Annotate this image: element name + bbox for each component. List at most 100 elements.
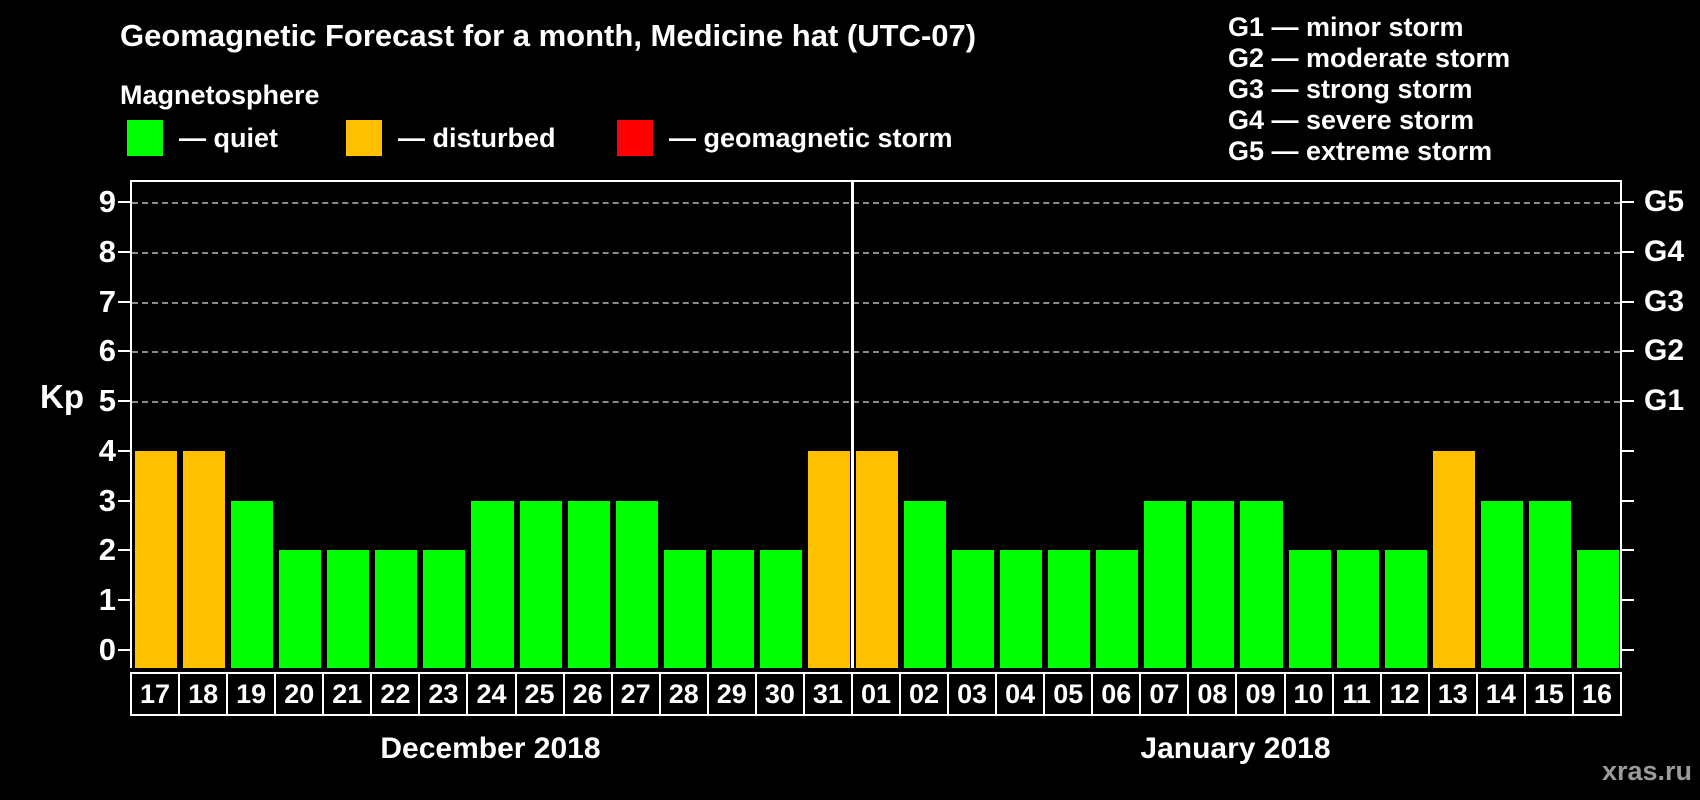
left-tick-kp9 [118, 201, 130, 203]
day-label-12: 12 [1379, 672, 1430, 716]
legend-label-quiet: — quiet [179, 122, 278, 153]
left-tick-kp2 [118, 549, 130, 552]
gridline-kp8 [132, 251, 1620, 254]
gridline-kp5 [132, 401, 1620, 404]
storm-scale-line-3: G3 — strong storm [1228, 74, 1473, 104]
kp-bar-day-07 [1144, 500, 1187, 668]
kp-tick-label-5: 5 [98, 383, 116, 419]
kp-bar-day-02 [904, 500, 947, 668]
geomagnetic-storm-swatch [617, 120, 653, 156]
kp-bar-day-30 [759, 550, 802, 668]
legend-item-disturbed: — disturbed [346, 118, 556, 158]
day-label-28: 28 [658, 672, 709, 716]
magnetosphere-legend: — quiet — disturbed — geomagnetic storm [0, 118, 1700, 158]
g-axis-label-G4: G4 [1644, 234, 1685, 268]
right-tick-kp5 [1622, 400, 1634, 403]
kp-bar-day-10 [1288, 550, 1331, 668]
kp-bar-day-17 [135, 450, 178, 668]
g-axis-label-G2: G2 [1644, 334, 1685, 368]
g-axis-label-G3: G3 [1644, 284, 1685, 318]
day-label-19: 19 [226, 672, 277, 716]
magnetosphere-label: Magnetosphere [120, 80, 320, 110]
left-tick-kp8 [118, 250, 130, 253]
kp-tick-label-6: 6 [98, 333, 116, 369]
day-label-24: 24 [466, 672, 517, 716]
kp-tick-label-4: 4 [98, 432, 116, 468]
day-label-08: 08 [1187, 672, 1238, 716]
gridline-kp9 [132, 202, 1620, 204]
kp-tick-label-9: 9 [98, 184, 116, 219]
kp-bar-day-01 [855, 450, 899, 668]
kp-bar-day-06 [1096, 550, 1139, 668]
kp-bar-day-15 [1528, 500, 1571, 668]
day-label-30: 30 [754, 672, 805, 716]
kp-bar-day-19 [231, 500, 274, 668]
day-label-15: 15 [1523, 672, 1574, 716]
kp-bar-day-22 [375, 550, 418, 668]
kp-bar-day-05 [1048, 550, 1091, 668]
right-tick-kp7 [1622, 300, 1634, 303]
kp-bar-day-26 [567, 500, 610, 668]
kp-bar-day-04 [1000, 550, 1043, 668]
kp-bar-day-29 [711, 550, 754, 668]
kp-bar-day-03 [952, 550, 995, 668]
kp-tick-label-2: 2 [98, 532, 116, 568]
kp-tick-label-0: 0 [98, 632, 116, 667]
day-label-20: 20 [274, 672, 325, 716]
storm-scale-line-5: G5 — extreme storm [1228, 136, 1493, 166]
quiet-swatch [127, 120, 163, 156]
left-tick-kp5 [118, 400, 130, 403]
day-label-27: 27 [610, 672, 661, 716]
kp-bar-day-25 [519, 500, 562, 668]
g-axis-label-G1: G1 [1644, 384, 1685, 418]
watermark: xras.ru [1601, 756, 1692, 786]
chart-title: Geomagnetic Forecast for a month, Medici… [120, 18, 977, 53]
kp-tick-label-1: 1 [98, 582, 116, 618]
day-label-29: 29 [706, 672, 757, 716]
legend-label-disturbed: — disturbed [398, 122, 556, 153]
storm-scale-line-4: G4 — severe storm [1228, 105, 1475, 135]
day-label-31: 31 [802, 672, 853, 716]
kp-bar-day-08 [1192, 500, 1235, 668]
day-label-07: 07 [1139, 672, 1190, 716]
day-label-14: 14 [1475, 672, 1526, 716]
kp-bar-day-09 [1240, 500, 1283, 668]
kp-bar-day-11 [1336, 550, 1379, 668]
left-tick-kp3 [118, 499, 130, 502]
day-label-01: 01 [850, 672, 902, 716]
day-label-10: 10 [1283, 672, 1334, 716]
day-label-26: 26 [562, 672, 613, 716]
kp-bar-day-13 [1432, 450, 1475, 668]
kp-bar-day-12 [1384, 550, 1427, 668]
disturbed-swatch [346, 120, 382, 156]
kp-bar-day-20 [279, 550, 322, 668]
kp-bar-day-23 [423, 550, 466, 668]
legend-item-geomagnetic-storm: — geomagnetic storm [617, 118, 953, 158]
day-label-23: 23 [418, 672, 469, 716]
legend-label-geomagnetic-storm: — geomagnetic storm [669, 122, 953, 153]
kp-bar-day-27 [615, 500, 658, 668]
month-label-january: January 2018 [1140, 732, 1331, 765]
kp-bar-day-24 [471, 500, 514, 668]
plot-area [130, 180, 1622, 668]
kp-bar-day-21 [327, 550, 370, 668]
day-label-04: 04 [995, 672, 1046, 716]
kp-tick-label-3: 3 [98, 482, 116, 518]
right-tick-kp2 [1622, 549, 1634, 552]
month-label-december: December 2018 [380, 732, 601, 765]
left-tick-kp7 [118, 300, 130, 303]
gridline-kp6 [132, 351, 1620, 354]
day-label-06: 06 [1091, 672, 1142, 716]
right-tick-kp6 [1622, 350, 1634, 353]
day-label-02: 02 [899, 672, 950, 716]
day-label-09: 09 [1235, 672, 1286, 716]
day-label-18: 18 [178, 672, 229, 716]
day-label-17: 17 [130, 672, 181, 716]
day-label-21: 21 [322, 672, 373, 716]
right-tick-kp8 [1622, 250, 1634, 253]
day-label-22: 22 [370, 672, 421, 716]
day-label-11: 11 [1331, 672, 1382, 716]
kp-bar-day-18 [183, 450, 226, 668]
kp-tick-label-8: 8 [98, 233, 116, 269]
